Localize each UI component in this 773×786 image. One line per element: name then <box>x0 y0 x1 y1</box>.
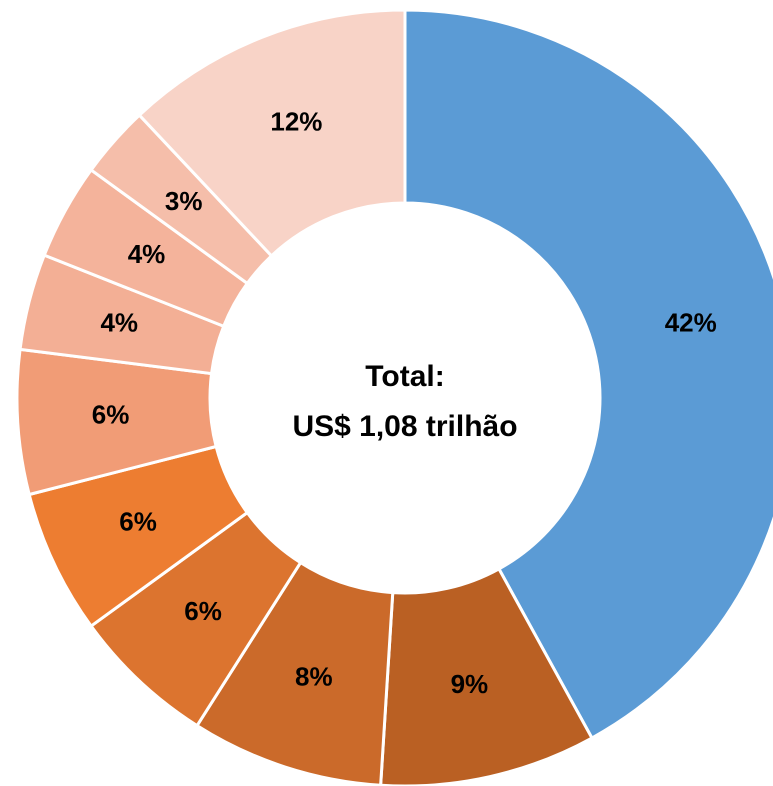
data-label: 6% <box>119 506 157 536</box>
data-label: 4% <box>128 239 166 269</box>
data-label: 9% <box>451 669 489 699</box>
center-text: Total: <box>365 360 444 393</box>
data-label: 12% <box>270 107 322 137</box>
center-text: US$ 1,08 trilhão <box>292 410 517 443</box>
data-label: 3% <box>165 186 203 216</box>
donut-segment <box>137 8 407 258</box>
data-label: 42% <box>665 308 717 338</box>
data-label: 6% <box>184 596 222 626</box>
donut-segment <box>403 8 773 741</box>
data-label: 6% <box>92 399 130 429</box>
data-label: 4% <box>100 308 138 338</box>
data-label: 8% <box>295 661 333 691</box>
